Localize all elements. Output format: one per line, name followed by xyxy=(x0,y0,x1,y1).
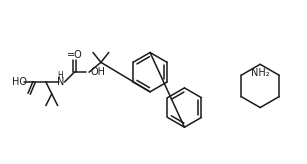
Text: N: N xyxy=(57,77,64,87)
Text: H: H xyxy=(58,71,64,80)
Text: NH₂: NH₂ xyxy=(251,68,270,78)
Text: OH: OH xyxy=(90,67,105,77)
Text: HO: HO xyxy=(12,77,27,87)
Text: =O: =O xyxy=(67,51,82,61)
